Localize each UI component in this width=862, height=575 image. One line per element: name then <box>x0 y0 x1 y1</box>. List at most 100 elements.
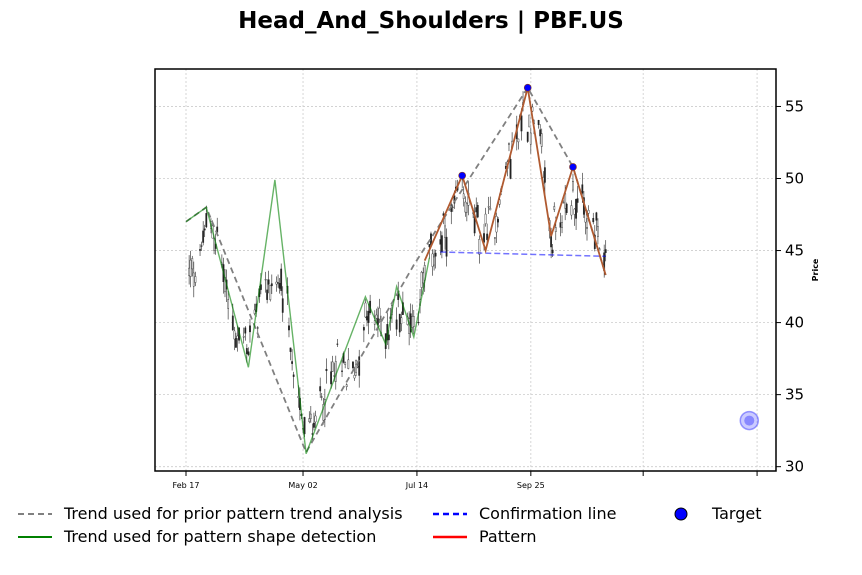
y-axis-label: Price <box>811 258 820 281</box>
candle <box>269 284 272 302</box>
candle <box>355 359 357 377</box>
red-line-icon <box>433 535 467 538</box>
candle <box>291 349 294 371</box>
candle <box>249 318 251 343</box>
candle <box>362 324 365 343</box>
candle <box>323 388 326 428</box>
candle <box>325 358 328 384</box>
candle <box>395 307 398 336</box>
candle <box>508 142 510 152</box>
candle <box>409 303 412 338</box>
dashed-gray-line-icon <box>18 512 52 515</box>
candle <box>387 329 390 350</box>
candle <box>244 326 247 341</box>
candle <box>227 290 230 320</box>
x-tick-label: Jul 14 <box>405 481 428 490</box>
candle <box>216 217 219 233</box>
candle <box>292 371 295 389</box>
pattern-line <box>423 87 607 276</box>
candle <box>434 249 437 269</box>
candle <box>440 231 443 259</box>
candle <box>199 243 201 257</box>
candle <box>319 377 322 398</box>
y-tick-label: 35 <box>785 386 804 404</box>
candle <box>224 269 226 298</box>
candle <box>462 186 465 207</box>
candle <box>266 279 269 304</box>
candle <box>188 255 191 285</box>
candle <box>411 304 414 332</box>
x-tick-label: Sep 25 <box>517 481 545 490</box>
candle <box>484 207 487 227</box>
candle <box>464 196 467 217</box>
pivot-markers <box>458 83 760 431</box>
candle <box>495 212 498 243</box>
candle <box>575 198 577 231</box>
legend-label: Trend used for pattern shape detection <box>64 527 377 546</box>
candle <box>341 359 343 377</box>
candle <box>526 131 529 143</box>
candle <box>330 361 333 389</box>
candle <box>598 247 601 251</box>
series-lines <box>185 85 607 455</box>
candle <box>529 127 532 154</box>
candlesticks <box>188 91 607 440</box>
candle <box>487 196 490 215</box>
candle <box>509 155 512 180</box>
candle <box>192 261 195 298</box>
candle <box>570 200 573 220</box>
pivot-point <box>569 163 577 171</box>
legend-label: Pattern <box>479 527 537 546</box>
candle <box>528 114 531 128</box>
candle <box>444 213 446 250</box>
candle <box>475 197 478 220</box>
candle <box>189 250 192 288</box>
candle <box>278 278 281 294</box>
candle <box>313 412 315 431</box>
legend-target: Target <box>672 504 762 523</box>
candle <box>235 332 237 348</box>
candle <box>267 270 270 294</box>
candle <box>604 240 607 262</box>
candle <box>233 326 236 351</box>
candle <box>288 317 290 338</box>
candle <box>433 249 435 271</box>
candle <box>202 221 205 246</box>
candle <box>595 211 598 231</box>
candle <box>281 286 284 322</box>
candle <box>494 237 496 246</box>
plot-frame <box>154 68 777 472</box>
legend-shape-trend: Trend used for pattern shape detection <box>18 527 376 546</box>
y-axis-ticks: 30 35 40 45 50 55 <box>776 97 804 476</box>
candle <box>194 271 197 287</box>
candle <box>345 383 348 391</box>
candle <box>191 255 194 277</box>
candle <box>344 361 347 369</box>
candle <box>586 218 588 241</box>
prior-trend-line <box>185 85 607 455</box>
candle <box>576 185 579 213</box>
y-tick-label: 50 <box>785 170 804 188</box>
pivot-point <box>523 83 532 92</box>
target-point <box>744 415 755 426</box>
candle <box>277 274 279 288</box>
shape-trend-line <box>185 179 431 454</box>
candle <box>539 124 542 145</box>
candle <box>347 347 350 370</box>
candle <box>378 298 381 323</box>
candle <box>242 327 245 344</box>
candle <box>203 224 206 238</box>
candle <box>572 173 574 193</box>
candle <box>264 271 267 293</box>
pivot-point <box>458 171 466 180</box>
candle <box>358 349 361 388</box>
green-line-icon <box>18 535 52 538</box>
y-tick-label: 40 <box>785 314 804 332</box>
candle <box>270 274 273 295</box>
candle <box>592 212 595 225</box>
candle <box>289 347 292 361</box>
grid <box>155 69 776 471</box>
legend-pattern: Pattern <box>433 527 537 546</box>
candle <box>336 338 339 348</box>
